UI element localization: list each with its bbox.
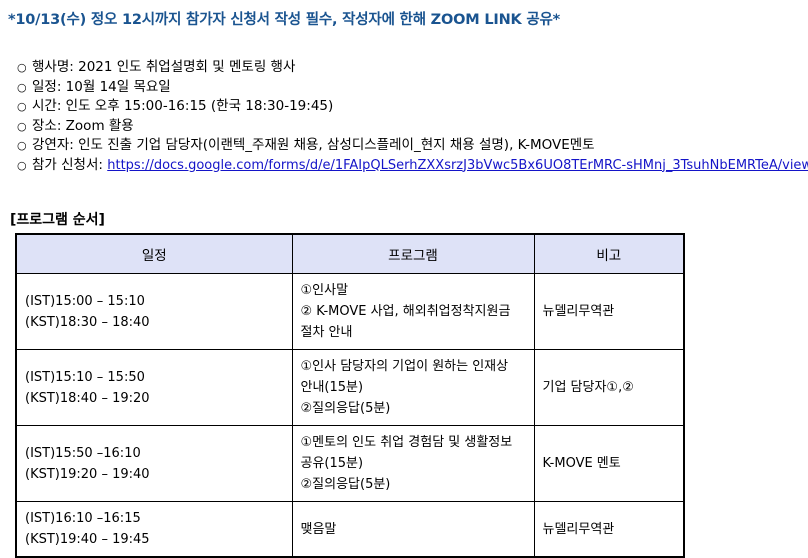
- bullet-icon: ○: [17, 100, 27, 113]
- table-row: (IST)15:50 –16:10 (KST)19:20 – 19:40 ①멘토…: [15, 425, 685, 502]
- cell-schedule: (IST)16:10 –16:15 (KST)19:40 – 19:45: [15, 501, 293, 558]
- document-page: *10/13(수) 정오 12시까지 참가자 신청서 작성 필수, 작성자에 한…: [8, 12, 808, 558]
- bullet-icon: ○: [17, 139, 27, 152]
- cell-schedule: (IST)15:00 – 15:10 (KST)18:30 – 18:40: [15, 273, 293, 350]
- cell-note: K-MOVE 멘토: [533, 425, 685, 502]
- column-header-note: 비고: [533, 233, 685, 274]
- list-item: ○ 일정: 10월 14일 목요일: [14, 78, 808, 98]
- list-item: ○ 시간: 인도 오후 15:00-16:15 (한국 18:30-19:45): [14, 97, 808, 117]
- cell-note: 뉴델리무역관: [533, 501, 685, 558]
- list-item: ○ 행사명: 2021 인도 취업설명회 및 멘토링 행사: [14, 58, 808, 78]
- info-text: 일정: 10월 14일 목요일: [32, 78, 171, 95]
- table-row: (IST)16:10 –16:15 (KST)19:40 – 19:45 맺음말…: [15, 501, 685, 558]
- program-line: ①인사말: [300, 283, 349, 298]
- program-line: 안내(15분): [300, 380, 364, 395]
- cell-note: 뉴델리무역관: [533, 273, 685, 350]
- column-header-schedule: 일정: [15, 233, 293, 274]
- application-form-link[interactable]: https://docs.google.com/forms/d/e/1FAIpQ…: [107, 157, 808, 173]
- schedule-line-kst: (KST)19:40 – 19:45: [25, 532, 150, 547]
- bullet-icon: ○: [17, 119, 27, 133]
- schedule-line-ist: (IST)16:10 –16:15: [25, 511, 141, 526]
- cell-schedule: (IST)15:50 –16:10 (KST)19:20 – 19:40: [15, 425, 293, 502]
- schedule-line-ist: (IST)15:10 – 15:50: [25, 369, 145, 385]
- table-row: (IST)15:10 – 15:50 (KST)18:40 – 19:20 ①인…: [15, 349, 685, 426]
- note-line: 기업 담당자①,②: [542, 380, 634, 395]
- schedule-line-kst: (KST)19:20 – 19:40: [25, 466, 150, 482]
- program-line: ①인사 담당자의 기업이 원하는 인재상: [300, 359, 509, 374]
- bullet-icon: ○: [17, 158, 27, 172]
- cell-program: ①인사 담당자의 기업이 원하는 인재상 안내(15분) ②질의응답(5분): [291, 349, 535, 426]
- program-line: ②질의응답(5분): [300, 401, 391, 416]
- program-line: 절차 안내: [300, 325, 353, 340]
- column-header-program: 프로그램: [291, 233, 535, 274]
- schedule-line-ist: (IST)15:00 – 15:10: [25, 293, 145, 309]
- schedule-line-ist: (IST)15:50 –16:10: [25, 445, 141, 461]
- section-title-program: [프로그램 순서]: [10, 212, 105, 228]
- table-header-row: 일정 프로그램 비고: [15, 233, 685, 274]
- list-item: ○ 강연자: 인도 진출 기업 담당자(이랜텍_주재원 채용, 삼성디스플레이_…: [14, 136, 808, 156]
- info-text: 강연자: 인도 진출 기업 담당자(이랜텍_주재원 채용, 삼성디스플레이_현지…: [32, 137, 595, 153]
- cell-note: 기업 담당자①,②: [533, 349, 685, 426]
- cell-program: 맺음말: [291, 501, 535, 558]
- cell-schedule: (IST)15:10 – 15:50 (KST)18:40 – 19:20: [15, 349, 293, 426]
- cell-program: ①멘토의 인도 취업 경험담 및 생활정보 공유(15분) ②질의응답(5분): [291, 425, 535, 502]
- note-line: 뉴델리무역관: [542, 304, 615, 319]
- bullet-icon: ○: [17, 80, 27, 94]
- note-line: 뉴델리무역관: [542, 521, 615, 537]
- note-line: K-MOVE 멘토: [542, 456, 621, 471]
- schedule-line-kst: (KST)18:30 – 18:40: [25, 314, 150, 330]
- list-item: ○ 장소: Zoom 활용: [14, 117, 808, 137]
- program-schedule-table: 일정 프로그램 비고 (IST)15:00 – 15:10 (KST)18:30…: [15, 233, 685, 558]
- program-line: 맺음말: [300, 521, 337, 537]
- info-text: 장소: Zoom 활용: [32, 117, 134, 134]
- application-label: 참가 신청서:: [32, 156, 108, 173]
- info-text: 행사명: 2021 인도 취업설명회 및 멘토링 행사: [32, 59, 296, 75]
- schedule-line-kst: (KST)18:40 – 19:20: [25, 390, 150, 406]
- cell-program: ①인사말 ② K-MOVE 사업, 해외취업정착지원금 절차 안내: [291, 273, 535, 350]
- program-line: ②질의응답(5분): [300, 477, 391, 492]
- table-row: (IST)15:00 – 15:10 (KST)18:30 – 18:40 ①인…: [15, 273, 685, 350]
- page-headline: *10/13(수) 정오 12시까지 참가자 신청서 작성 필수, 작성자에 한…: [8, 12, 561, 28]
- info-text: 시간: 인도 오후 15:00-16:15 (한국 18:30-19:45): [32, 98, 334, 114]
- program-line: 공유(15분): [300, 456, 364, 471]
- list-item-application: ○ 참가 신청서: https://docs.google.com/forms/…: [14, 156, 808, 176]
- program-line: ①멘토의 인도 취업 경험담 및 생활정보: [300, 435, 513, 450]
- program-line: ② K-MOVE 사업, 해외취업정착지원금: [300, 304, 511, 319]
- bullet-icon: ○: [17, 61, 27, 74]
- event-info-list: ○ 행사명: 2021 인도 취업설명회 및 멘토링 행사 ○ 일정: 10월 …: [14, 58, 808, 175]
